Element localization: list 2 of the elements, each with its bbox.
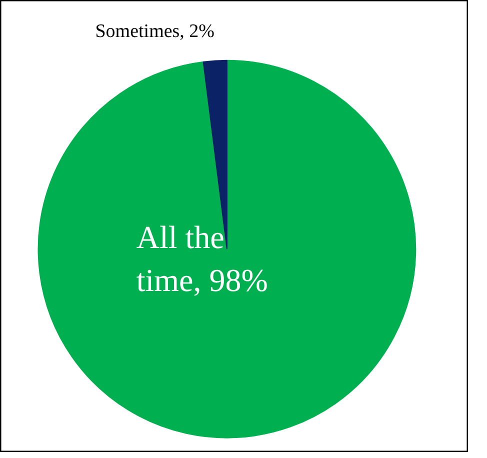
slice-label: All the time, 98% [136, 218, 268, 298]
slice-label: Sometimes, 2% [95, 20, 215, 42]
